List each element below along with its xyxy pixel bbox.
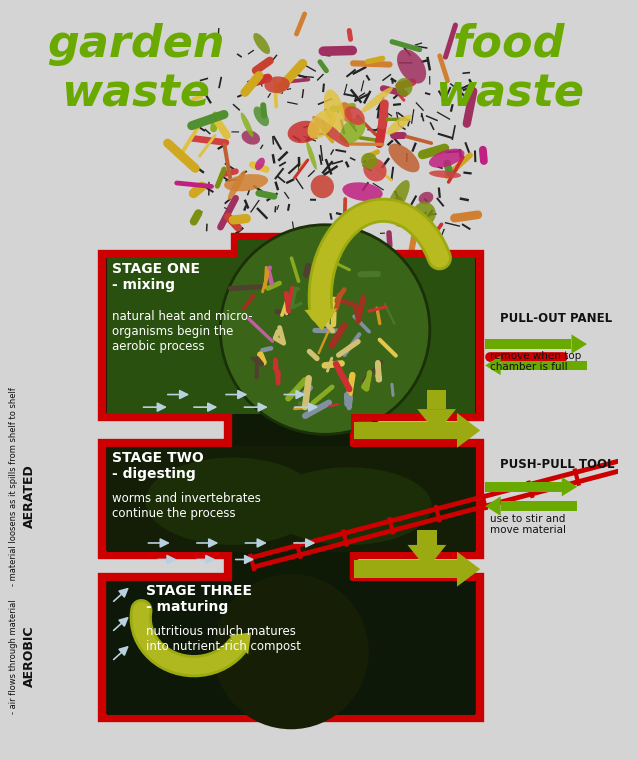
Ellipse shape <box>361 153 377 169</box>
Ellipse shape <box>254 33 270 54</box>
Polygon shape <box>417 531 436 545</box>
Polygon shape <box>485 356 501 375</box>
Polygon shape <box>107 241 475 414</box>
Polygon shape <box>427 389 447 409</box>
Polygon shape <box>354 422 457 439</box>
Text: PULL-OUT PANEL: PULL-OUT PANEL <box>499 312 612 325</box>
Polygon shape <box>501 501 577 511</box>
Ellipse shape <box>385 180 410 219</box>
Ellipse shape <box>389 143 420 172</box>
Ellipse shape <box>254 106 269 126</box>
Ellipse shape <box>241 131 260 145</box>
Polygon shape <box>102 238 480 717</box>
Text: worms and invertebrates
continue the process: worms and invertebrates continue the pro… <box>111 492 261 520</box>
Circle shape <box>213 574 369 729</box>
Polygon shape <box>457 413 480 448</box>
Text: AERATED: AERATED <box>22 465 36 528</box>
Polygon shape <box>485 482 562 492</box>
Ellipse shape <box>386 115 412 134</box>
Text: food
waste: food waste <box>435 23 584 115</box>
Text: nutritious mulch matures
into nutrient-rich compost: nutritious mulch matures into nutrient-r… <box>145 625 301 653</box>
Text: STAGE TWO
- digesting: STAGE TWO - digesting <box>111 451 203 481</box>
Polygon shape <box>501 361 587 370</box>
Text: use to stir and
move material: use to stir and move material <box>490 514 566 536</box>
Polygon shape <box>408 545 447 569</box>
Text: natural heat and micro-
organisms begin the
aerobic process: natural heat and micro- organisms begin … <box>111 310 252 353</box>
Ellipse shape <box>311 175 334 198</box>
Text: STAGE THREE
- maturing: STAGE THREE - maturing <box>145 584 252 614</box>
Polygon shape <box>562 477 577 496</box>
Ellipse shape <box>413 202 436 226</box>
Polygon shape <box>107 580 475 715</box>
Polygon shape <box>485 339 571 349</box>
Text: - material loosens as it spills from shelf to shelf: - material loosens as it spills from she… <box>9 387 18 586</box>
Ellipse shape <box>264 77 290 93</box>
Ellipse shape <box>429 149 464 168</box>
Text: AEROBIC: AEROBIC <box>22 625 36 687</box>
Ellipse shape <box>324 90 345 131</box>
Ellipse shape <box>363 159 387 181</box>
Polygon shape <box>417 409 456 433</box>
Polygon shape <box>457 552 480 587</box>
Polygon shape <box>229 632 251 654</box>
Polygon shape <box>571 335 587 354</box>
Ellipse shape <box>241 112 254 137</box>
Ellipse shape <box>145 458 320 545</box>
Circle shape <box>220 225 430 434</box>
Ellipse shape <box>313 116 350 147</box>
Ellipse shape <box>429 171 461 178</box>
Ellipse shape <box>345 106 365 125</box>
Text: garden
waste: garden waste <box>47 23 225 115</box>
Text: - air flows through material: - air flows through material <box>9 599 18 713</box>
Polygon shape <box>354 560 457 578</box>
Text: PUSH-PULL TOOL: PUSH-PULL TOOL <box>499 458 614 471</box>
Ellipse shape <box>306 141 317 170</box>
Text: STAGE ONE
- mixing: STAGE ONE - mixing <box>111 262 199 291</box>
Ellipse shape <box>228 170 245 200</box>
Ellipse shape <box>224 174 268 191</box>
Polygon shape <box>229 640 243 654</box>
Ellipse shape <box>267 468 432 545</box>
Ellipse shape <box>361 87 393 112</box>
Ellipse shape <box>397 49 426 83</box>
Polygon shape <box>313 306 329 310</box>
Ellipse shape <box>340 118 366 143</box>
Ellipse shape <box>354 207 370 217</box>
Polygon shape <box>107 446 475 552</box>
Ellipse shape <box>396 78 413 96</box>
Ellipse shape <box>308 109 336 139</box>
Ellipse shape <box>419 192 433 204</box>
Polygon shape <box>304 308 338 331</box>
Ellipse shape <box>343 182 383 201</box>
Ellipse shape <box>255 158 265 170</box>
Text: remove when top
chamber is full: remove when top chamber is full <box>490 351 581 373</box>
Ellipse shape <box>288 121 320 143</box>
Polygon shape <box>485 496 501 516</box>
